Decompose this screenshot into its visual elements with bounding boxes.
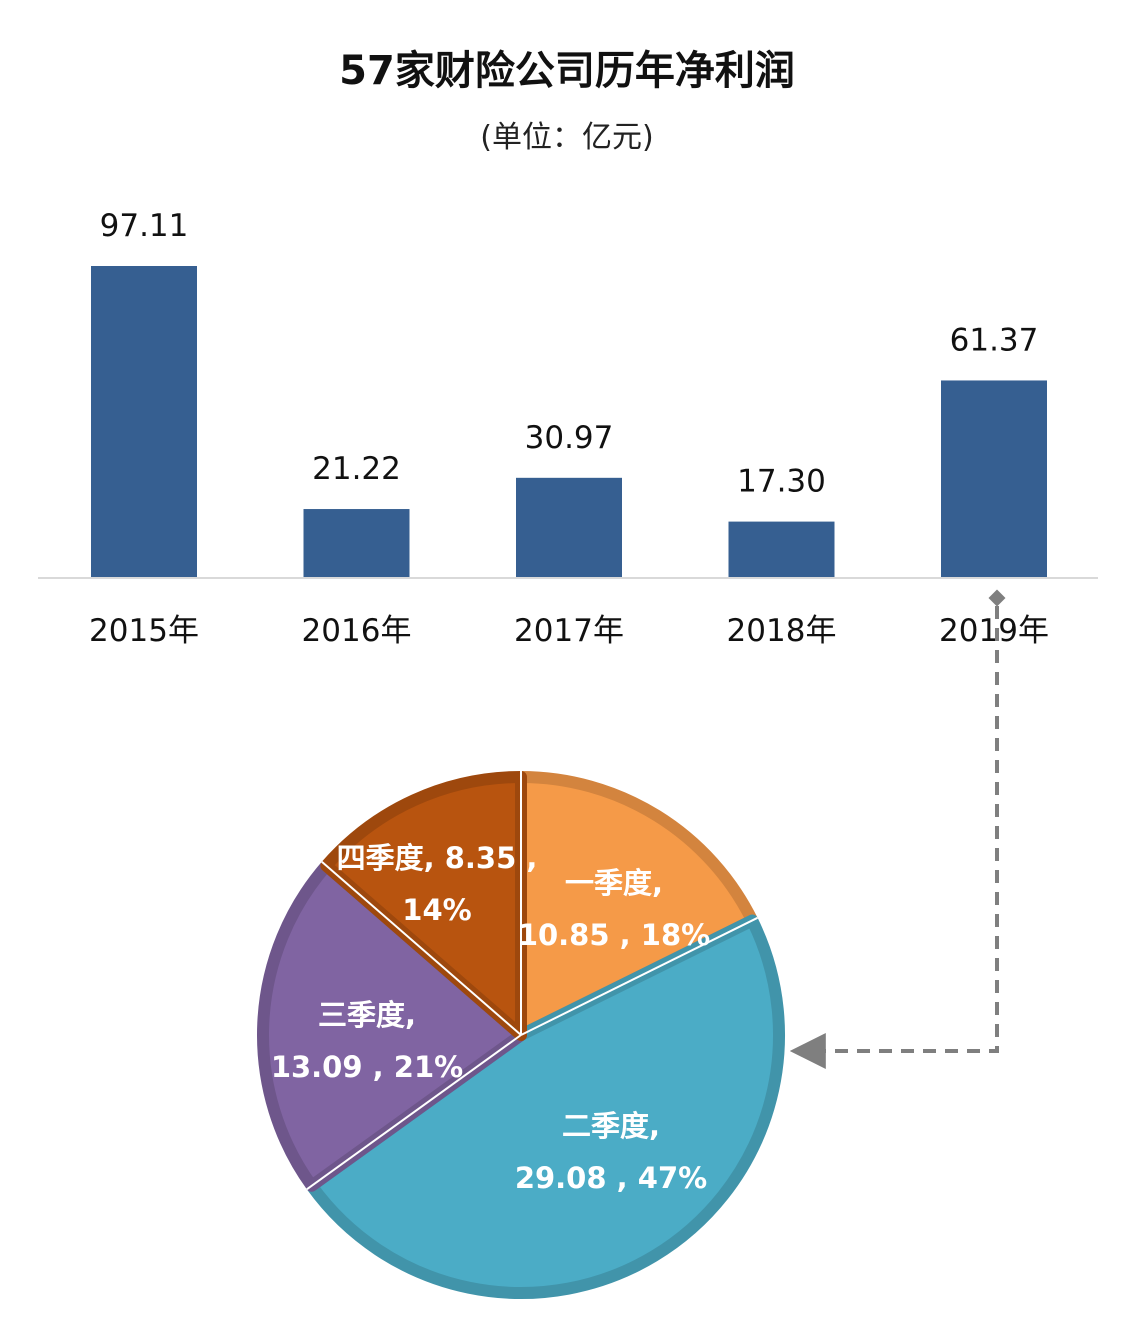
pie-slice-2 xyxy=(305,914,785,1299)
dashed-connector-line xyxy=(789,606,999,1069)
bar-2 xyxy=(303,509,410,577)
x-tick-label-1: 2015年 xyxy=(89,613,199,649)
pie-slice-1 xyxy=(515,771,759,1041)
pie-label-1: 一季度, 10.85 , 18% xyxy=(518,866,710,952)
x-tick-label-4: 2018年 xyxy=(727,613,837,649)
x-tick-label-2: 2016年 xyxy=(302,613,412,649)
pie-separator xyxy=(306,1034,522,1191)
bar-value-label-4: 17.30 xyxy=(737,464,826,500)
pie-slice-4 xyxy=(320,771,527,1041)
bar-5 xyxy=(941,380,1047,577)
pie-label-percent: 14% xyxy=(402,893,471,927)
connector-start-marker xyxy=(988,589,1006,607)
bar-value-label-5: 61.37 xyxy=(950,322,1039,358)
pie-label-name: 一季度, xyxy=(565,866,663,900)
pie-label-name: 四季度, 8.35 , xyxy=(337,841,538,875)
pie-slice-3 xyxy=(257,859,527,1192)
bar-4 xyxy=(728,521,835,577)
connector-arrow xyxy=(789,589,1006,1069)
bar-1 xyxy=(91,266,197,577)
pie-separator xyxy=(520,916,759,1036)
pie-label-4: 四季度, 8.35 , 14% xyxy=(337,841,538,927)
bar-value-label-1: 97.11 xyxy=(100,208,189,244)
bar-value-label-3: 30.97 xyxy=(525,420,614,456)
pie-label-name: 二季度, xyxy=(562,1109,660,1143)
pie-label-2: 二季度, 29.08 , 47% xyxy=(515,1109,707,1195)
bar-3 xyxy=(516,477,622,577)
pie-separator xyxy=(321,860,522,1036)
pie-chart: 一季度, 10.85 , 18% 二季度, 29.08 , 47% 三季度, 13.09 … xyxy=(257,771,785,1299)
chart-subtitle: (单位：亿元) xyxy=(480,120,654,155)
pie-label-value: 13.09 , 21% xyxy=(271,1050,463,1084)
x-tick-label-3: 2017年 xyxy=(514,613,624,649)
chart-title: 57家财险公司历年净利润 xyxy=(339,48,795,94)
pie-label-value: 10.85 , 18% xyxy=(518,918,710,952)
bar-value-label-2: 21.22 xyxy=(312,451,401,487)
pie-label-3: 三季度, 13.09 , 21% xyxy=(271,998,463,1084)
pie-label-name: 三季度, xyxy=(318,998,416,1032)
pie-label-value: 29.08 , 47% xyxy=(515,1161,707,1195)
x-tick-label-5: 2019年 xyxy=(939,613,1049,649)
bar-chart: 97.11 2015年 21.22 2016年 30.97 2017年 17.30 2018年… xyxy=(89,208,1049,649)
